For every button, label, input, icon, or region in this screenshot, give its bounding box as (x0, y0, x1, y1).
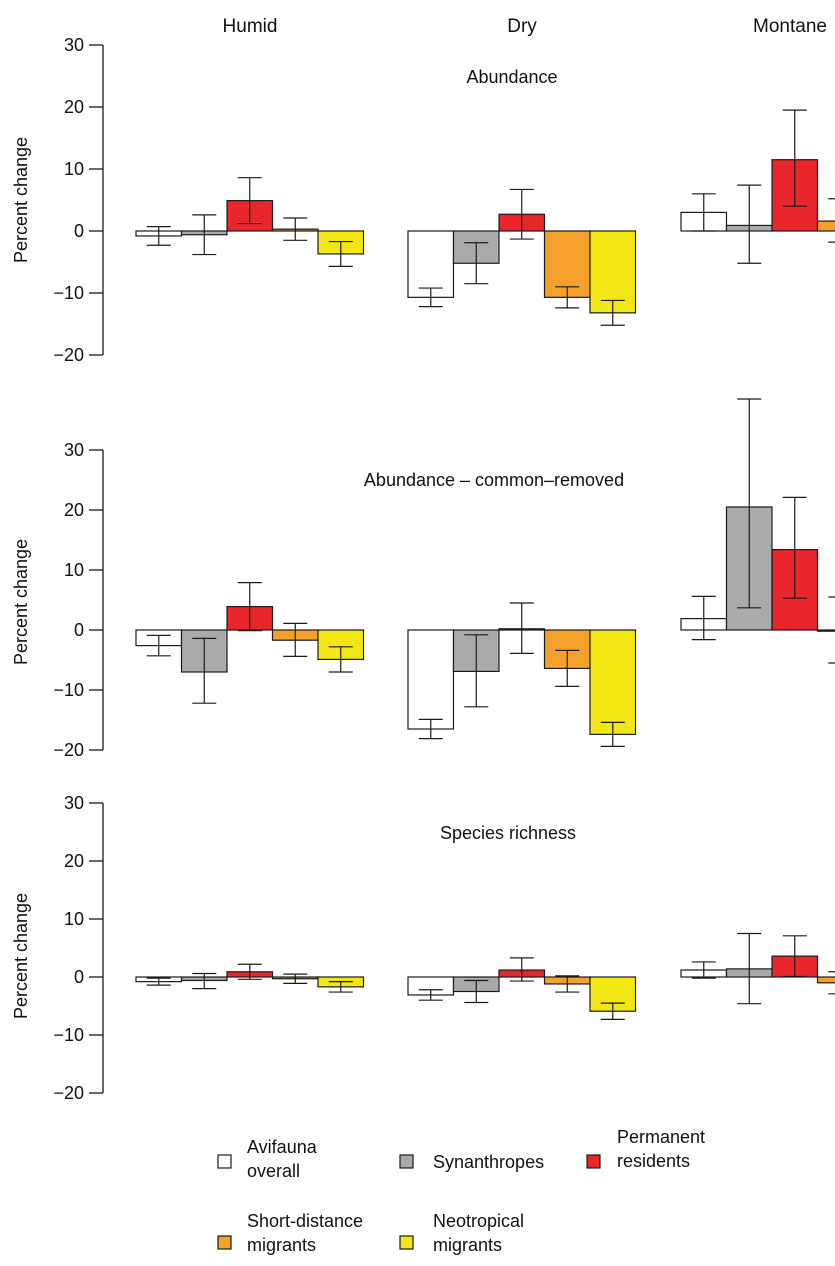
error-bar (418, 287, 443, 308)
error-bar (237, 177, 262, 225)
error-bar (192, 972, 217, 990)
error-bar (509, 188, 534, 240)
bar-avifauna-dry (407, 629, 455, 730)
y-tick-label: −20 (53, 740, 84, 760)
column-header-montane: Montane (753, 16, 827, 37)
error-bar (691, 595, 716, 641)
legend: Avifauna overall Synanthropes Permanent … (217, 1127, 705, 1255)
error-bar (328, 240, 353, 267)
legend-label-avifauna: Avifauna (247, 1137, 318, 1157)
error-bar (464, 634, 489, 708)
error-bar (737, 932, 762, 1005)
error-bar (192, 214, 217, 256)
panel-species-richness: Species richness Percent change −20 −10 0 1… (11, 793, 835, 1103)
error-bar (600, 299, 625, 326)
error-bar (237, 963, 262, 980)
legend-label-permanent: Permanent (617, 1127, 705, 1147)
y-axis: −20 −10 0 10 20 30 (53, 440, 104, 760)
error-bar (418, 989, 443, 1001)
legend-swatch-synanthropes (399, 1154, 414, 1169)
error-bar (464, 979, 489, 1004)
panel-title: Abundance (466, 67, 557, 87)
error-bar (555, 649, 580, 688)
error-bar (192, 637, 217, 704)
legend-swatch-permanent (586, 1154, 601, 1169)
y-tick-label: −10 (53, 283, 84, 303)
y-tick-label: −20 (53, 345, 84, 365)
error-bar (464, 242, 489, 285)
error-bar (283, 622, 308, 658)
y-tick-label: 0 (74, 967, 84, 987)
y-axis-label: Percent change (11, 137, 31, 263)
error-bar (782, 496, 807, 599)
y-axis: −20 −10 0 10 20 30 (53, 35, 104, 365)
error-bar (600, 1002, 625, 1020)
y-tick-label: 20 (64, 500, 84, 520)
y-tick-label: 0 (74, 221, 84, 241)
y-tick-label: 30 (64, 440, 84, 460)
legend-label-neotropical: Neotropical (433, 1211, 524, 1231)
legend-label-permanent: residents (617, 1151, 690, 1171)
error-bar (328, 981, 353, 993)
error-bar (555, 975, 580, 993)
column-header-dry: Dry (507, 16, 537, 37)
legend-label-short: migrants (247, 1235, 316, 1255)
y-tick-label: 30 (64, 793, 84, 813)
legend-swatch-neotropical (399, 1235, 414, 1250)
y-axis: −20 −10 0 10 20 30 (53, 793, 104, 1103)
legend-label-avifauna: overall (247, 1161, 300, 1181)
panel-abundance: Abundance Percent change −20 −10 0 10 20 30 (11, 35, 835, 365)
error-bar (737, 398, 762, 609)
error-bar (509, 602, 534, 655)
bar-avifauna-dry (407, 230, 455, 298)
error-bar (691, 961, 716, 979)
bar-short-montane (816, 629, 835, 632)
error-bar (782, 109, 807, 207)
y-tick-label: 10 (64, 909, 84, 929)
error-bar (509, 957, 534, 982)
error-bar (146, 226, 171, 246)
error-bar (782, 935, 807, 978)
panel-abundance-common-removed: Abundance – common–removed Percent chang… (11, 398, 835, 760)
error-bar (418, 718, 443, 740)
y-tick-label: −10 (53, 680, 84, 700)
error-bar (283, 973, 308, 984)
error-bar (737, 184, 762, 264)
bar-short-montane (816, 220, 835, 232)
y-tick-label: 20 (64, 851, 84, 871)
bar-short-montane (816, 976, 835, 984)
column-headers: Humid Dry Montane (223, 16, 827, 37)
y-axis-label: Percent change (11, 539, 31, 665)
y-tick-label: −20 (53, 1083, 84, 1103)
error-bar (146, 634, 171, 657)
error-bar (828, 596, 835, 664)
legend-swatch-short (217, 1235, 232, 1250)
y-tick-label: 10 (64, 560, 84, 580)
panel-title: Species richness (440, 823, 576, 843)
y-tick-label: 0 (74, 620, 84, 640)
error-bar (691, 193, 716, 232)
y-tick-label: 20 (64, 97, 84, 117)
y-tick-label: −10 (53, 1025, 84, 1045)
error-bar (600, 721, 625, 748)
legend-label-neotropical: migrants (433, 1235, 502, 1255)
legend-swatch-avifauna (217, 1154, 232, 1169)
error-bar (146, 977, 171, 986)
error-bar (555, 286, 580, 309)
panel-title: Abundance – common–removed (364, 470, 624, 490)
legend-label-synanthropes: Synanthropes (433, 1152, 544, 1172)
error-bar (828, 971, 835, 995)
legend-label-short: Short-distance (247, 1211, 363, 1231)
error-bar (237, 581, 262, 632)
error-bar (328, 646, 353, 673)
error-bar (283, 217, 308, 241)
y-tick-label: 10 (64, 159, 84, 179)
y-tick-label: 30 (64, 35, 84, 55)
column-header-humid: Humid (223, 16, 278, 37)
bar-neotropical-dry (589, 629, 637, 736)
bar-neotropical-dry (589, 230, 637, 314)
error-bar (828, 198, 835, 243)
y-axis-label: Percent change (11, 893, 31, 1019)
